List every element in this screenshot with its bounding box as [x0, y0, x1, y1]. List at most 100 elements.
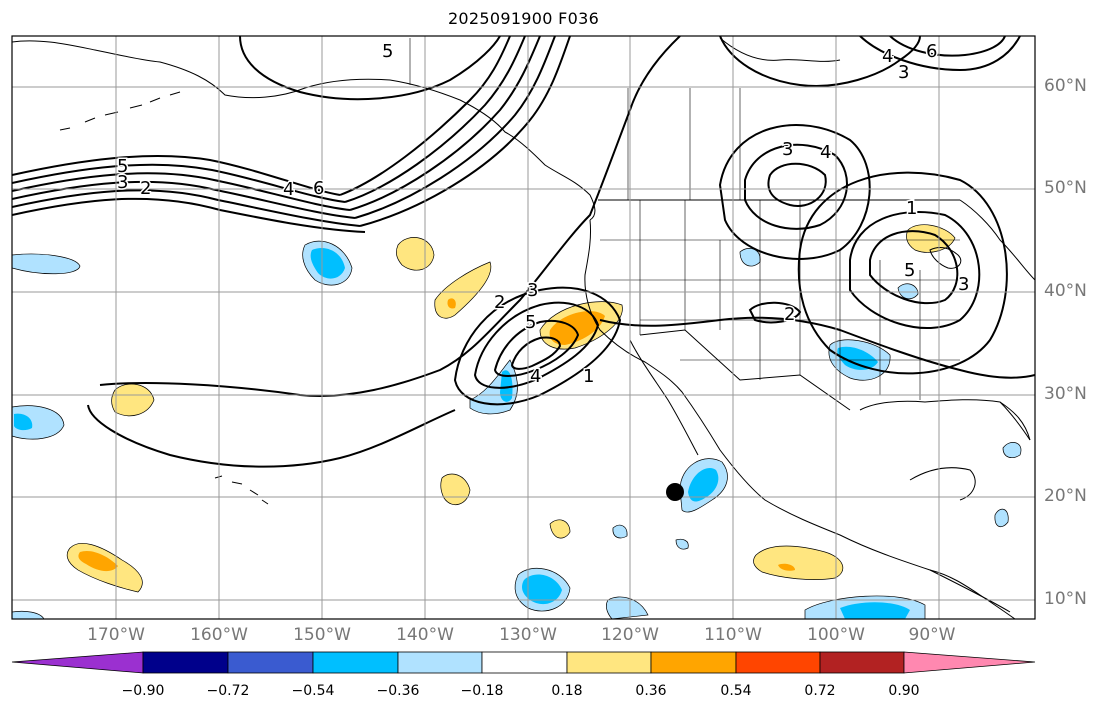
contour-label: 4	[530, 366, 541, 387]
lon-label: 150°W	[293, 625, 351, 645]
lon-label: 100°W	[807, 625, 865, 645]
lat-label: 30°N	[1044, 384, 1087, 404]
lat-label: 20°N	[1044, 486, 1087, 506]
lon-label: 90°W	[908, 625, 956, 645]
contour-label: 2	[140, 178, 151, 199]
negative-anomaly-patch	[500, 370, 513, 402]
baja-california	[629, 339, 699, 456]
lat-label: 10°N	[1044, 589, 1087, 609]
colorbar-segment	[819, 651, 905, 674]
colorbar-tick-label: −0.36	[376, 683, 420, 699]
colorbar-tick-label: −0.54	[291, 683, 335, 699]
contour-label: 4	[283, 179, 294, 200]
contour-label: 2	[784, 304, 795, 325]
lon-label: 120°W	[601, 625, 659, 645]
contour-label: 4	[882, 46, 893, 67]
colorbar-tick-label: −0.90	[121, 683, 165, 699]
negative-anomaly-patch	[994, 508, 1009, 528]
coastlines-and-borders	[12, 37, 1035, 619]
colorbar-tick-label: 0.54	[720, 683, 752, 699]
colorbar-segment	[650, 651, 737, 674]
negative-anomaly-patch	[612, 524, 628, 539]
negative-anomaly-patch	[522, 574, 562, 605]
us-mexico-border	[639, 329, 851, 411]
contour-label: 3	[782, 139, 793, 160]
contour-label: 1	[906, 198, 917, 219]
colorbar-segment	[735, 651, 821, 674]
canada-provinces	[409, 38, 741, 200]
hawaii	[214, 475, 269, 505]
gulf-coast	[859, 399, 1031, 441]
lat-label: 40°N	[1044, 281, 1087, 301]
negative-anomaly-patch	[688, 468, 719, 502]
positive-anomaly-patch	[447, 298, 456, 309]
colorbar-tick-label: 0.90	[888, 683, 920, 699]
map-title: 2025091900 F036	[447, 9, 600, 28]
positive-anomaly-patch	[549, 311, 605, 345]
yucatan	[909, 467, 976, 501]
lon-label: 140°W	[396, 625, 454, 645]
contour-label: 1	[583, 366, 594, 387]
colorbar-segment	[227, 651, 314, 674]
positive-anomaly-patch	[778, 563, 795, 571]
colorbar-segment	[397, 651, 483, 674]
positive-anomaly-patch	[111, 383, 155, 417]
graticule	[12, 36, 1035, 619]
lon-label: 170°W	[87, 625, 145, 645]
positive-anomaly-patch	[78, 550, 118, 572]
hudson-bay	[719, 37, 841, 62]
contour-label: 5	[117, 156, 128, 177]
low-center-contour	[453, 286, 622, 406]
positive-anomaly-patch	[434, 261, 492, 319]
contour-label: 3	[117, 172, 128, 193]
negative-anomaly-patch	[837, 346, 878, 370]
colorbar-tick-label: −0.18	[460, 683, 504, 699]
location-marker	[666, 483, 684, 501]
contour-label: 6	[313, 178, 324, 199]
florida	[999, 401, 1031, 441]
lon-label: 110°W	[704, 625, 762, 645]
colorbar-segment	[142, 651, 229, 674]
negative-anomaly-patch	[12, 253, 81, 275]
colorbar-extend-high	[903, 651, 1036, 674]
contour-label: 5	[382, 41, 393, 62]
negative-anomaly-patch	[840, 602, 910, 619]
colorbar-segment	[481, 651, 568, 674]
positive-anomaly-patch	[549, 519, 571, 539]
great-lakes	[929, 247, 962, 269]
positive-anomaly-patch	[396, 237, 435, 271]
negative-anomaly-patch	[897, 283, 919, 300]
alaska-coast	[12, 40, 596, 221]
contour-label: 3	[898, 62, 909, 83]
negative-anomaly-patch	[12, 610, 45, 619]
contour-label: 3	[958, 274, 969, 295]
colorbar-segment	[312, 651, 399, 674]
positive-anomaly-patch	[753, 545, 844, 580]
contour-label: 3	[527, 280, 538, 301]
aleutians	[59, 91, 181, 131]
negative-anomaly-patch	[1002, 442, 1022, 458]
contour-label: 4	[820, 142, 831, 163]
negative-anomaly-patch	[310, 248, 345, 279]
lon-label: 160°W	[190, 625, 248, 645]
map-frame	[11, 35, 1036, 620]
colorbar-tick-label: −0.72	[206, 683, 250, 699]
positive-anomaly-patch	[440, 473, 471, 506]
contour-label: 2	[494, 292, 505, 313]
contour-label: 5	[525, 312, 536, 333]
colorbar-tick-label: 0.18	[551, 683, 583, 699]
colorbar-segment	[566, 651, 652, 674]
contour-label: 5	[904, 260, 915, 281]
central-america	[929, 569, 1016, 619]
lon-label: 130°W	[499, 625, 557, 645]
shaded-anomalies	[12, 224, 1022, 619]
negative-anomaly-patch	[12, 405, 65, 440]
colorbar-tick-label: 0.72	[804, 683, 836, 699]
lat-label: 50°N	[1044, 178, 1087, 198]
lat-label: 60°N	[1044, 76, 1087, 96]
negative-anomaly-patch	[675, 538, 689, 550]
colorbar-extend-low	[11, 651, 144, 674]
contour-label: 6	[926, 41, 937, 62]
contour-lines	[12, 36, 1035, 468]
